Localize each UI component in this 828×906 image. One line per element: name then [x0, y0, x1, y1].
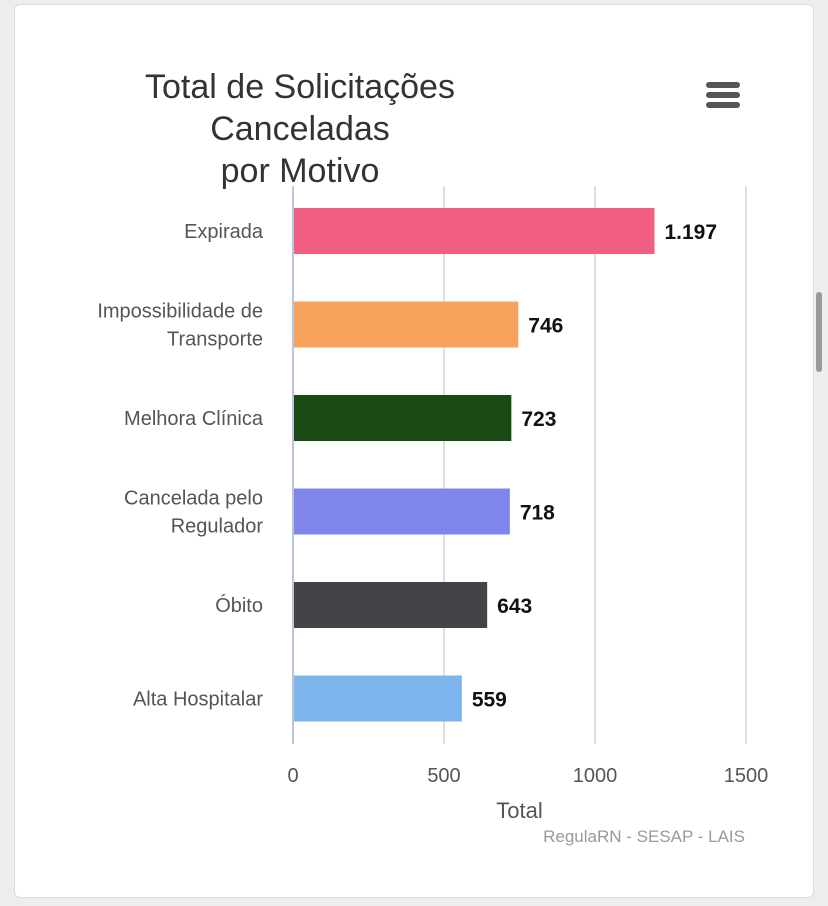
data-label: 723 [521, 408, 556, 431]
bar [294, 301, 519, 348]
x-axis-title: Total [496, 798, 542, 823]
chart-card [14, 4, 814, 898]
x-tick-label: 1000 [573, 765, 618, 787]
scrollbar-thumb[interactable] [816, 292, 822, 372]
chart-title: Total de Solicitações Canceladas por Mot… [110, 66, 490, 192]
x-tick-label: 500 [427, 765, 460, 787]
chart-menu-button[interactable] [704, 78, 744, 114]
category-label: Regulador [171, 516, 264, 538]
hamburger-menu-icon [706, 82, 740, 108]
data-label: 1.197 [664, 221, 717, 244]
chart-title-line-1: Total de Solicitações Canceladas [145, 68, 455, 148]
category-label: Óbito [215, 594, 263, 617]
category-label: Alta Hospitalar [133, 689, 263, 711]
bar [294, 582, 488, 628]
category-label: Cancelada pelo [124, 488, 263, 510]
credits-text: RegulaRN - SESAP - LAIS [543, 827, 745, 846]
category-label: Melhora Clínica [124, 408, 264, 430]
x-tick-label: 1500 [724, 765, 769, 787]
chart-title-line-2: por Motivo [220, 152, 380, 190]
x-tick-label: 0 [287, 765, 298, 787]
category-label: Expirada [184, 221, 264, 243]
data-label: 559 [472, 689, 507, 712]
bar [294, 395, 512, 441]
bar [294, 488, 510, 535]
data-label: 718 [520, 502, 555, 525]
category-label: Impossibilidade de [97, 301, 263, 323]
category-label: Transporte [167, 329, 263, 351]
data-label: 643 [497, 595, 532, 618]
bar [294, 208, 655, 254]
bar [294, 675, 462, 722]
data-label: 746 [528, 315, 563, 338]
